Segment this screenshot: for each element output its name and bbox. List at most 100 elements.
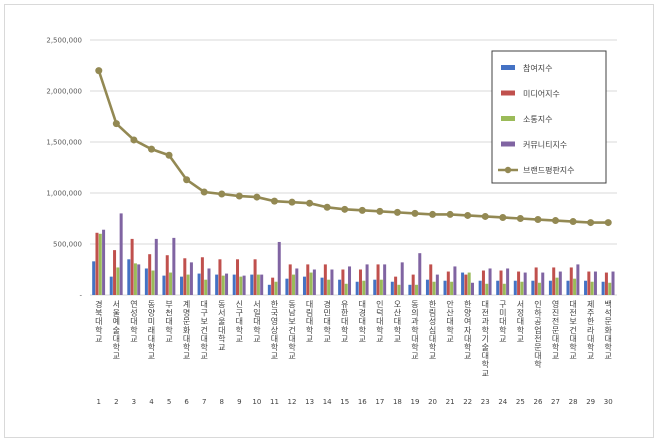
- bar: [569, 267, 573, 295]
- bar: [215, 274, 219, 295]
- bar: [496, 280, 500, 295]
- line-marker: [604, 219, 612, 227]
- line-marker: [200, 188, 208, 196]
- bar: [327, 279, 331, 295]
- line-marker: [235, 192, 243, 200]
- bar: [488, 268, 492, 295]
- category-number: 27: [551, 398, 560, 406]
- category-number: 10: [252, 398, 261, 406]
- line-marker: [147, 145, 155, 153]
- bar: [242, 275, 246, 295]
- category-number: 15: [340, 398, 349, 406]
- bar: [180, 276, 184, 295]
- bar: [584, 280, 588, 295]
- bar: [576, 264, 580, 295]
- bar: [98, 233, 102, 295]
- bar: [127, 259, 131, 295]
- category-number: 16: [358, 398, 367, 406]
- category-number: 3: [132, 398, 136, 406]
- line-marker: [393, 208, 401, 216]
- category-number: 17: [375, 398, 384, 406]
- line-marker: [411, 209, 419, 217]
- chart-frame: - 500,000 1,000,000 1,500,000 2,000,000 2,500…: [4, 4, 654, 438]
- line-marker: [95, 67, 103, 75]
- bar: [341, 269, 345, 295]
- bar: [478, 280, 482, 295]
- line-marker: [464, 211, 472, 219]
- line-marker: [358, 206, 366, 214]
- y-tick-label: 1,000,000: [46, 190, 82, 198]
- bar: [306, 264, 310, 295]
- bar: [590, 281, 594, 295]
- legend-swatch: [501, 116, 515, 121]
- bar: [376, 264, 380, 295]
- bar: [274, 281, 278, 295]
- category-number: 12: [288, 398, 297, 406]
- bar: [250, 274, 254, 295]
- category-number: 25: [516, 398, 525, 406]
- category-number: 8: [220, 398, 224, 406]
- bar: [555, 277, 559, 295]
- bar: [130, 238, 134, 295]
- bar: [379, 279, 383, 295]
- bar: [133, 263, 137, 295]
- bar: [221, 275, 225, 295]
- bar: [608, 282, 612, 295]
- legend-swatch: [501, 141, 515, 147]
- line-marker: [323, 203, 331, 211]
- bar: [573, 278, 577, 295]
- bar: [548, 280, 552, 295]
- bar: [113, 250, 117, 295]
- bar: [464, 274, 468, 295]
- bar: [453, 266, 457, 295]
- bar: [218, 259, 222, 295]
- bar: [239, 276, 243, 295]
- legend-label: 브랜드평판지수: [523, 165, 575, 175]
- bar: [151, 270, 155, 295]
- line-marker: [534, 216, 542, 224]
- category-number: 13: [305, 398, 314, 406]
- category-number: 23: [481, 398, 490, 406]
- legend-swatch: [501, 90, 515, 96]
- bar: [499, 270, 503, 295]
- bar: [467, 272, 471, 295]
- bar: [236, 259, 240, 295]
- bar: [373, 279, 377, 295]
- bar: [383, 264, 387, 295]
- y-tick-label: 2,000,000: [46, 88, 82, 96]
- bar: [267, 284, 271, 295]
- category-number: 11: [270, 398, 279, 406]
- bar: [148, 254, 152, 295]
- bar: [481, 270, 485, 295]
- bar: [517, 271, 521, 295]
- category-number: 19: [411, 398, 420, 406]
- bar: [411, 274, 415, 295]
- bar: [541, 272, 545, 295]
- bar: [348, 266, 352, 295]
- legend-label: 소통지수: [523, 115, 552, 124]
- category-number: 30: [604, 398, 613, 406]
- bar: [566, 280, 570, 295]
- bar: [358, 269, 362, 295]
- bar: [225, 273, 229, 295]
- line-marker: [587, 219, 595, 227]
- bar: [558, 271, 562, 295]
- line-marker: [306, 199, 314, 207]
- y-tick-label: 1,500,000: [46, 139, 82, 147]
- bar: [137, 264, 141, 295]
- bar: [450, 281, 454, 295]
- bar: [154, 238, 158, 295]
- line-marker: [183, 176, 191, 184]
- bar: [312, 269, 316, 295]
